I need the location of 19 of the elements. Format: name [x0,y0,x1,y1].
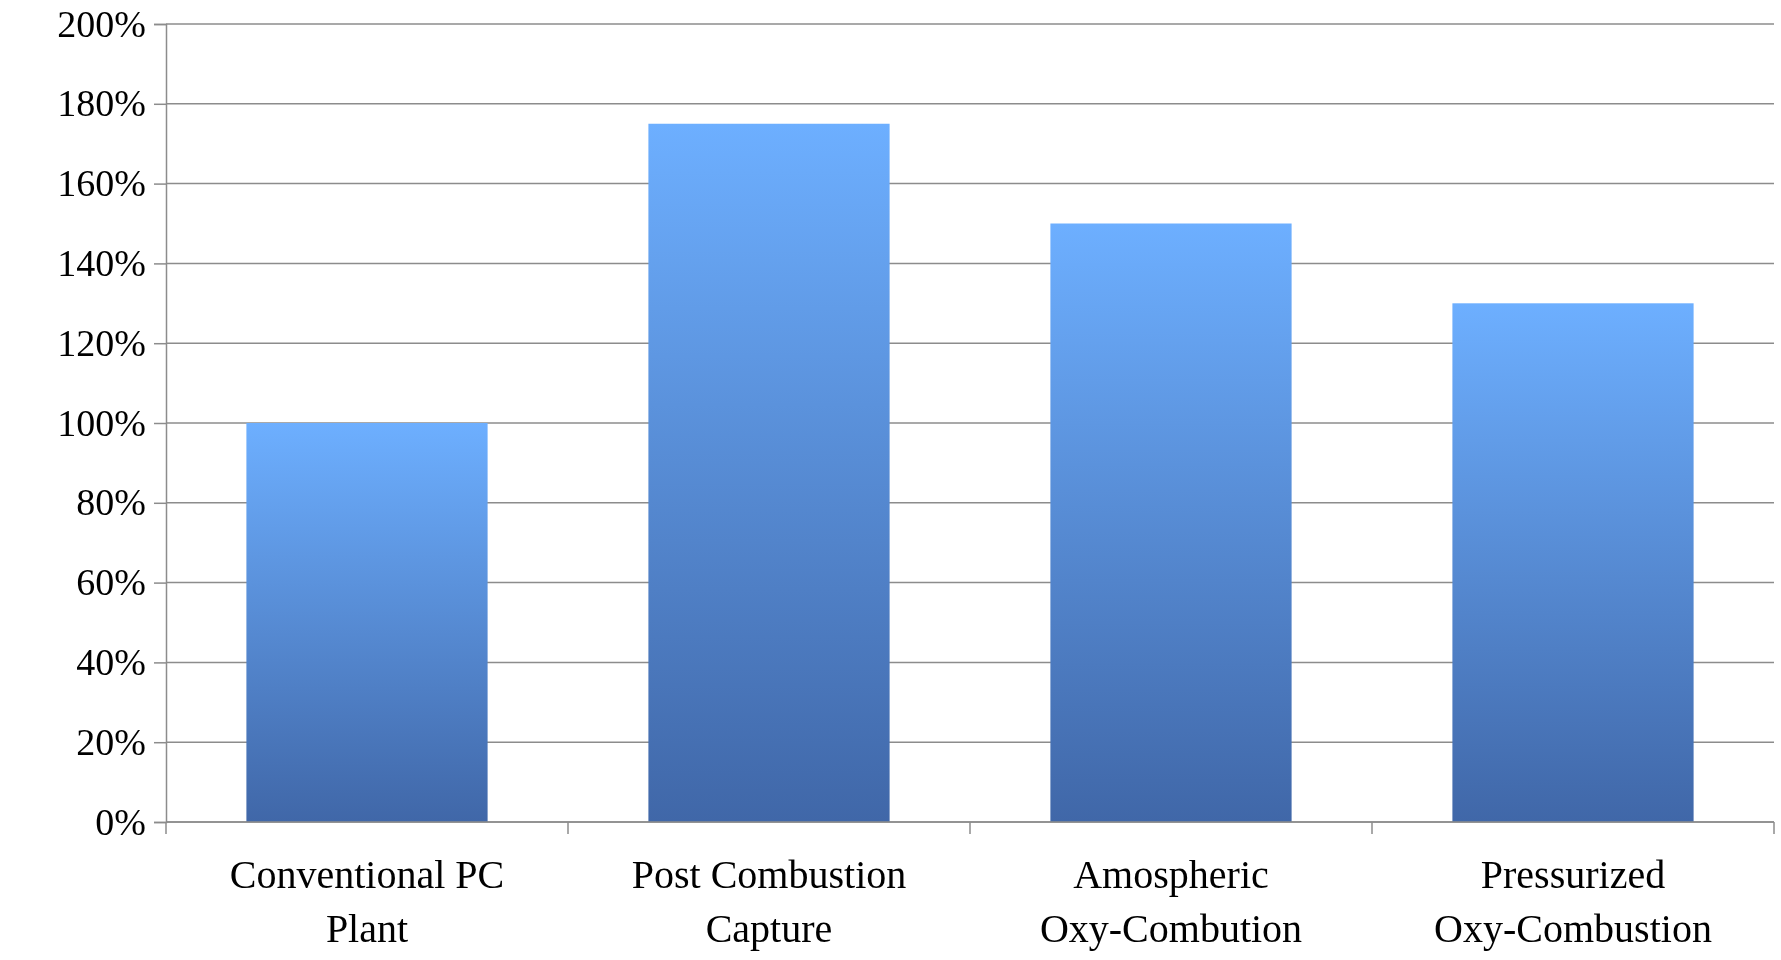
bar [1452,303,1694,822]
x-tick-label: Pressurized Oxy-Combustion [1434,852,1712,951]
y-tick-label: 160% [57,162,146,205]
y-tick-label: 100% [57,401,146,444]
x-tick-label: Post Combustion Capture [631,852,907,951]
y-tick-label: 180% [57,82,146,125]
y-tick-label: 200% [57,2,146,45]
bar [246,423,488,822]
x-tick-label: Amospheric Oxy-Combution [1039,852,1303,951]
y-tick-label: 0% [95,800,146,843]
bar [1050,223,1292,822]
y-tick-label: 80% [76,481,146,524]
y-tick-label: 60% [76,561,146,604]
y-tick-label: 120% [57,321,146,364]
y-tick-label: 20% [76,720,146,763]
y-tick-label: 40% [76,641,146,684]
x-tick-label: Conventional PC Plant [229,852,505,951]
y-tick-label: 140% [57,242,146,285]
bar [648,123,890,822]
